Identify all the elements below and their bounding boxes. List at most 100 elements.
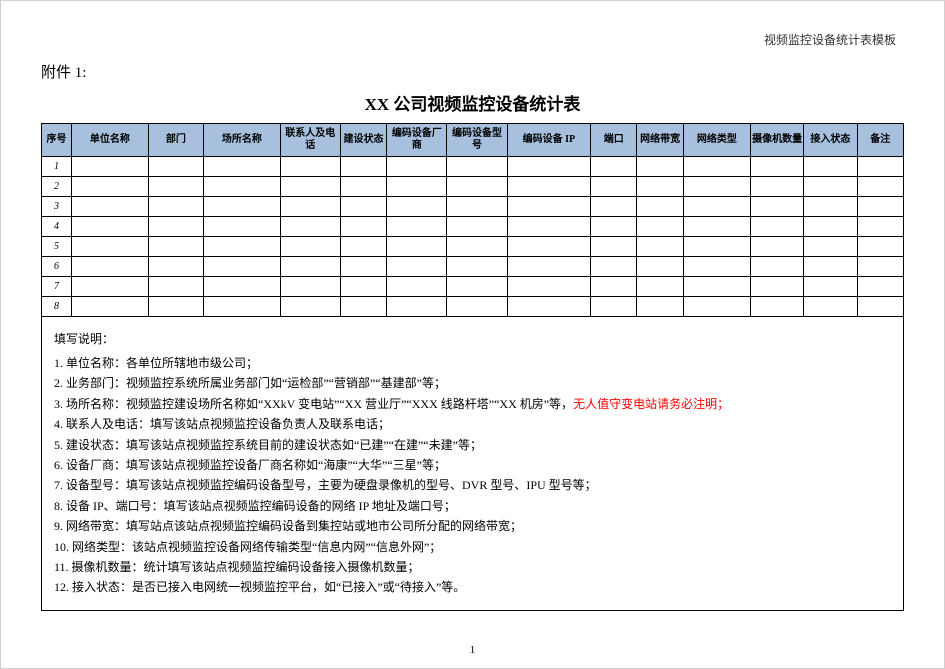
table-cell [148, 177, 204, 197]
instruction-line: 12. 接入状态：是否已接入电网统一视频监控平台，如“已接入”或“待接入”等。 [54, 577, 891, 597]
table-cell [387, 217, 447, 237]
table-cell [447, 237, 507, 257]
table-cell [804, 217, 857, 237]
table-cell [204, 177, 280, 197]
table-cell [683, 217, 750, 237]
table-cell [637, 237, 683, 257]
table-cell [507, 157, 590, 177]
table-cell [804, 257, 857, 277]
row-number-cell: 2 [42, 177, 72, 197]
table-cell [340, 217, 386, 237]
table-cell [591, 157, 637, 177]
table-header-cell: 网络类型 [683, 124, 750, 157]
table-cell [637, 257, 683, 277]
instruction-line: 7. 设备型号：填写该站点视频监控编码设备型号，主要为硬盘录像机的型号、DVR … [54, 475, 891, 495]
table-cell [280, 217, 340, 237]
row-number-cell: 7 [42, 277, 72, 297]
table-header-cell: 网络带宽 [637, 124, 683, 157]
table-cell [340, 277, 386, 297]
table-header-cell: 编码设备型号 [447, 124, 507, 157]
table-cell [148, 277, 204, 297]
table-cell [591, 237, 637, 257]
table-cell [204, 257, 280, 277]
table-cell [340, 177, 386, 197]
table-header-cell: 摄像机数量 [750, 124, 803, 157]
table-cell [683, 297, 750, 317]
table-cell [591, 177, 637, 197]
table-cell [280, 177, 340, 197]
table-cell [340, 237, 386, 257]
table-cell [447, 197, 507, 217]
table-cell [637, 297, 683, 317]
instruction-warning: 无人值守变电站请务必注明； [573, 397, 729, 411]
table-cell [340, 197, 386, 217]
table-cell [591, 257, 637, 277]
table-cell [857, 177, 903, 197]
table-cell [683, 277, 750, 297]
table-cell [447, 177, 507, 197]
table-cell [204, 297, 280, 317]
table-cell [637, 277, 683, 297]
table-header-row: 序号单位名称部门场所名称联系人及电话建设状态编码设备厂商编码设备型号编码设备 I… [42, 124, 904, 157]
table-header-cell: 编码设备 IP [507, 124, 590, 157]
instructions-list: 1. 单位名称：各单位所辖地市级公司；2. 业务部门：视频监控系统所属业务部门如… [54, 353, 891, 598]
table-cell [750, 177, 803, 197]
row-number-cell: 1 [42, 157, 72, 177]
instructions-title: 填写说明： [54, 330, 891, 347]
table-cell [637, 157, 683, 177]
table-cell [857, 277, 903, 297]
table-cell [280, 197, 340, 217]
table-cell [340, 297, 386, 317]
table-cell [857, 197, 903, 217]
table-cell [280, 277, 340, 297]
table-row: 4 [42, 217, 904, 237]
instruction-line: 2. 业务部门：视频监控系统所属业务部门如“运检部”“营销部”“基建部”等； [54, 373, 891, 393]
instruction-line: 3. 场所名称：视频监控建设场所名称如“XXkV 变电站”“XX 营业厅”“XX… [54, 394, 891, 414]
table-cell [72, 297, 148, 317]
instruction-line: 5. 建设状态：填写该站点视频监控系统目前的建设状态如“已建”“在建”“未建”等… [54, 435, 891, 455]
table-cell [683, 177, 750, 197]
table-cell [507, 257, 590, 277]
table-cell [447, 217, 507, 237]
table-cell [280, 297, 340, 317]
table-cell [280, 257, 340, 277]
table-header-cell: 建设状态 [340, 124, 386, 157]
table-cell [72, 277, 148, 297]
table-cell [683, 237, 750, 257]
table-cell [340, 257, 386, 277]
table-cell [72, 217, 148, 237]
table-header-cell: 联系人及电话 [280, 124, 340, 157]
table-cell [447, 257, 507, 277]
instruction-line: 1. 单位名称：各单位所辖地市级公司； [54, 353, 891, 373]
table-body: 12345678 [42, 157, 904, 317]
table-cell [591, 297, 637, 317]
table-cell [280, 237, 340, 257]
table-cell [804, 177, 857, 197]
page-number: 1 [1, 644, 944, 656]
table-row: 1 [42, 157, 904, 177]
table-cell [387, 237, 447, 257]
header-template-name: 视频监控设备统计表模板 [764, 31, 896, 48]
table-cell [204, 197, 280, 217]
table-cell [507, 237, 590, 257]
table-cell [750, 157, 803, 177]
table-cell [507, 297, 590, 317]
row-number-cell: 3 [42, 197, 72, 217]
row-number-cell: 4 [42, 217, 72, 237]
table-row: 2 [42, 177, 904, 197]
table-row: 3 [42, 197, 904, 217]
table-cell [72, 177, 148, 197]
table-cell [387, 157, 447, 177]
table-cell [387, 197, 447, 217]
table-cell [148, 157, 204, 177]
table-cell [750, 197, 803, 217]
table-cell [148, 297, 204, 317]
table-cell [683, 197, 750, 217]
instruction-line: 11. 摄像机数量：统计填写该站点视频监控编码设备接入摄像机数量； [54, 557, 891, 577]
table-cell [750, 257, 803, 277]
document-page: 视频监控设备统计表模板 附件 1: XX 公司视频监控设备统计表 序号单位名称部… [0, 0, 945, 669]
table-cell [447, 277, 507, 297]
table-cell [148, 197, 204, 217]
table-header-cell: 端口 [591, 124, 637, 157]
row-number-cell: 6 [42, 257, 72, 277]
